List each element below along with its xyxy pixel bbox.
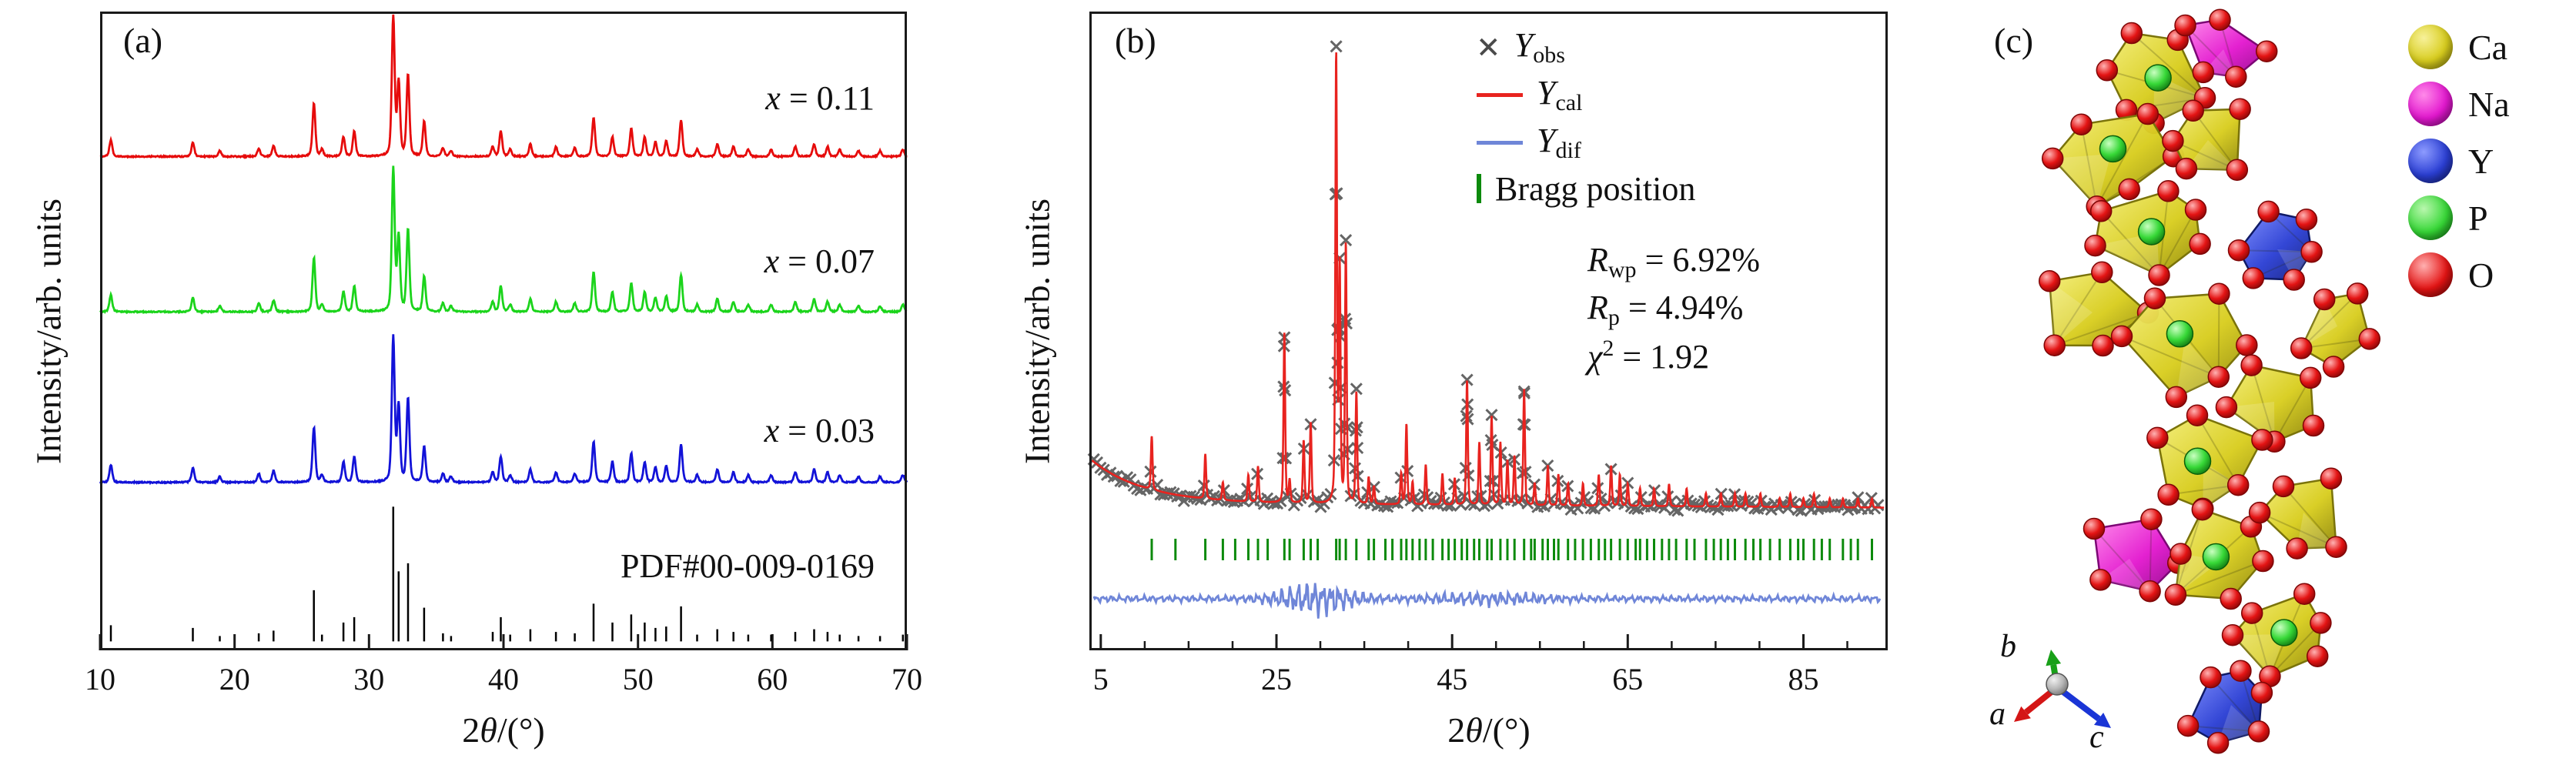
x-axis-prefix: 2 xyxy=(462,710,480,750)
panel-b-label: (b) xyxy=(1115,21,1156,60)
stat-rp: Rp = 4.94% xyxy=(1587,288,1743,331)
legend-sub: dif xyxy=(1555,138,1581,163)
series-var: x xyxy=(765,79,781,117)
stat-chi2: χ2 = 1.92 xyxy=(1587,336,1709,376)
series-var: x xyxy=(764,412,780,449)
legend-label: Ycal xyxy=(1537,73,1582,116)
dif-line-marker-icon xyxy=(1477,140,1523,145)
svg-text:60: 60 xyxy=(757,662,788,697)
series-label-x-0-11: x = 0.11 xyxy=(539,79,875,118)
legend-item-y: Y xyxy=(2408,135,2494,186)
stat-subscript: wp xyxy=(1607,257,1637,282)
stat-value: = 4.94% xyxy=(1619,289,1744,326)
panel-a-y-axis-title: Intensity/arb. units xyxy=(28,199,69,464)
svg-text:5: 5 xyxy=(1093,662,1109,697)
axis-a-label: a xyxy=(1989,697,2006,732)
pdf-reference-label: PDF#00-009-0169 xyxy=(620,547,875,585)
element-label: P xyxy=(2468,198,2488,238)
legend-label: Bragg position xyxy=(1495,169,1696,208)
svg-text:45: 45 xyxy=(1437,662,1467,697)
ca-sphere-icon xyxy=(2408,25,2453,69)
legend-item-o: O xyxy=(2408,249,2494,300)
svg-text:50: 50 xyxy=(623,662,654,697)
legend-item-bragg: Bragg position xyxy=(1477,166,1695,211)
legend-item-na: Na xyxy=(2408,79,2510,129)
stat-value: = 1.92 xyxy=(1614,338,1710,376)
crystal-structure xyxy=(2038,8,2381,754)
series-var: x xyxy=(764,242,780,280)
stat-symbol: R xyxy=(1587,241,1608,279)
na-sphere-icon xyxy=(2408,82,2453,126)
element-label: Y xyxy=(2468,141,2494,181)
x-axis-prefix: 2 xyxy=(1447,710,1466,750)
axis-c-label: c xyxy=(2089,720,2104,755)
panel-a-x-axis-title: 2θ/(°) xyxy=(350,710,657,750)
svg-text:85: 85 xyxy=(1788,662,1819,697)
element-label: Ca xyxy=(2468,27,2508,67)
stat-value: = 6.92% xyxy=(1636,241,1761,279)
x-axis-suffix: /(°) xyxy=(1482,710,1531,750)
obs-cross-marker-icon: × xyxy=(1477,24,1500,70)
svg-text:20: 20 xyxy=(219,662,250,697)
panel-b-bragg-ticks xyxy=(1150,539,1873,560)
legend-item-ycal: Ycal xyxy=(1477,72,1582,117)
stat-rwp: Rwp = 6.92% xyxy=(1587,240,1760,283)
stat-symbol: R xyxy=(1587,289,1608,326)
legend-item-p: P xyxy=(2408,192,2488,243)
series-value: = 0.07 xyxy=(779,242,875,280)
panel-a-traces xyxy=(99,14,908,642)
panel-c-label: (c) xyxy=(1994,21,2034,60)
stat-subscript: p xyxy=(1607,305,1620,330)
element-label: Na xyxy=(2468,84,2510,124)
panel-a-axis-ticks: 10 20 30 40 50 60 70 xyxy=(85,634,922,697)
legend-main: Y xyxy=(1537,122,1556,159)
series-label-x-0-07: x = 0.07 xyxy=(539,242,875,281)
o-sphere-icon xyxy=(2408,252,2453,297)
panel-b-y-axis-title: Intensity/arb. units xyxy=(1017,199,1057,464)
legend-item-ydif: Ydif xyxy=(1477,120,1581,165)
series-value: = 0.11 xyxy=(780,79,875,117)
legend-main: Y xyxy=(1537,74,1556,112)
svg-text:40: 40 xyxy=(488,662,519,697)
stat-superscript: 2 xyxy=(1602,336,1614,361)
svg-text:25: 25 xyxy=(1261,662,1292,697)
legend-main: Y xyxy=(1514,26,1534,64)
series-label-x-0-03: x = 0.03 xyxy=(539,411,875,450)
legend-sub: obs xyxy=(1533,42,1565,68)
cal-line-marker-icon xyxy=(1477,92,1523,97)
svg-text:65: 65 xyxy=(1612,662,1643,697)
legend-item-ca: Ca xyxy=(2408,22,2507,72)
legend-sub: cal xyxy=(1555,90,1583,115)
svg-text:30: 30 xyxy=(353,662,384,697)
panel-b-diff-curve xyxy=(1092,583,1882,619)
svg-text:10: 10 xyxy=(85,662,115,697)
svg-text:70: 70 xyxy=(892,662,922,697)
legend-label: Yobs xyxy=(1514,25,1565,68)
x-axis-theta: θ xyxy=(480,710,497,750)
legend-item-yobs: × Yobs xyxy=(1477,25,1565,69)
x-axis-theta: θ xyxy=(1465,710,1483,750)
bragg-tick-marker-icon xyxy=(1477,174,1481,203)
panel-b-x-axis-title: 2θ/(°) xyxy=(1335,710,1643,750)
x-axis-suffix: /(°) xyxy=(497,710,545,750)
y-sphere-icon xyxy=(2408,139,2453,183)
panel-b-axis-ticks: 5 25 45 65 85 xyxy=(1093,634,1848,697)
p-sphere-icon xyxy=(2408,195,2453,240)
axes-indicator xyxy=(2014,650,2111,728)
axis-b-label: b xyxy=(2000,629,2016,664)
element-label: O xyxy=(2468,255,2494,295)
series-value: = 0.03 xyxy=(779,412,875,449)
stat-symbol: χ xyxy=(1587,338,1603,376)
panel-a-label: (a) xyxy=(123,21,163,60)
legend-label: Ydif xyxy=(1537,121,1581,164)
panel-b-calculated-curve xyxy=(1091,52,1885,509)
